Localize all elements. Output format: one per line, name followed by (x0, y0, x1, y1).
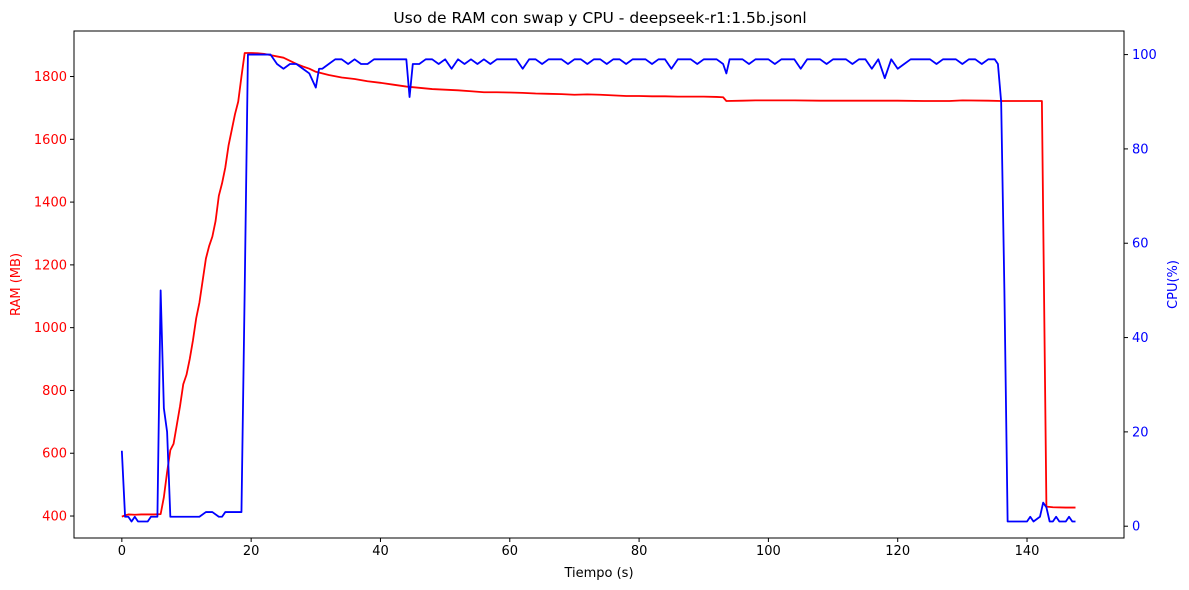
y-axis-left: 400 600 800 1000 1200 1400 1600 1800 (34, 70, 74, 525)
y-axis-right: 0 20 40 60 80 100 (1124, 48, 1157, 535)
ram-series-line (121, 52, 1076, 518)
y-left-tick-label: 800 (42, 384, 67, 399)
y-right-tick-label: 100 (1132, 48, 1157, 63)
x-tick-label: 60 (502, 544, 519, 559)
x-tick-label: 100 (756, 544, 781, 559)
chart-title: Uso de RAM con swap y CPU - deepseek-r1:… (393, 9, 806, 27)
y-right-tick-label: 40 (1132, 331, 1149, 346)
x-tick-label: 20 (243, 544, 260, 559)
y-axis-left-label: RAM (MB) (9, 253, 24, 316)
x-tick-label: 0 (118, 544, 126, 559)
y-left-tick-label: 1600 (34, 133, 67, 148)
x-tick-label: 140 (1015, 544, 1040, 559)
x-tick-label: 80 (631, 544, 648, 559)
x-axis-label: Tiempo (s) (563, 566, 633, 581)
y-left-tick-label: 600 (42, 447, 67, 462)
plot-frame (73, 30, 1125, 539)
y-right-tick-label: 0 (1132, 520, 1140, 535)
y-right-tick-label: 80 (1132, 142, 1149, 157)
y-left-tick-label: 1400 (34, 196, 67, 211)
y-right-tick-label: 60 (1132, 237, 1149, 252)
y-left-tick-label: 1800 (34, 70, 67, 85)
y-left-tick-label: 1200 (34, 258, 67, 273)
series-layer (120, 52, 1076, 523)
x-axis: 0 20 40 60 80 100 120 140 (118, 538, 1040, 559)
x-tick-label: 40 (372, 544, 389, 559)
cpu-series-line (120, 53, 1076, 523)
y-axis-right-label: CPU(%) (1166, 260, 1181, 309)
y-left-tick-label: 1000 (34, 321, 67, 336)
x-tick-label: 120 (885, 544, 910, 559)
y-left-tick-label: 400 (42, 510, 67, 525)
y-right-tick-label: 20 (1132, 425, 1149, 440)
